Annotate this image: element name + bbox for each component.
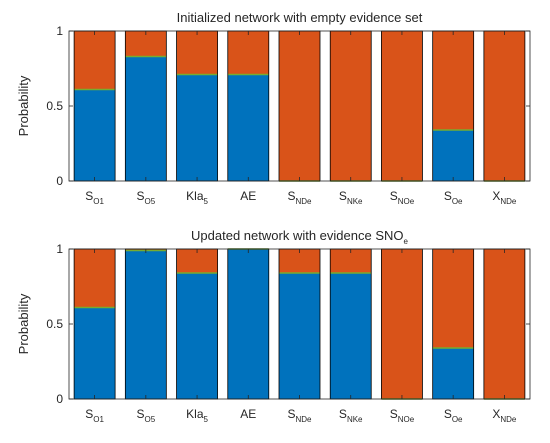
- x-tick-label: SOe: [444, 189, 463, 206]
- x-tick-label: XNDe: [492, 189, 517, 206]
- bar-complement-1-5: [279, 31, 320, 181]
- chart-panel-2: SO1 SO5 Kla5 AE SNDe SNKe SNOe SOe XNDe 0 0.5 1 Prob…: [16, 228, 531, 424]
- bar-complement-1-1: [74, 31, 116, 90]
- x-tick-label: SOe: [444, 407, 463, 424]
- bar-value-2-6: [330, 273, 372, 399]
- bar-value-1-4: [227, 74, 269, 181]
- bar-value-1-3: [176, 74, 218, 181]
- y-tick-label: 1: [56, 242, 63, 256]
- bar-complement-1-3: [176, 31, 218, 75]
- bar-value-1-1: [74, 89, 116, 181]
- x-tick-label: SO1: [85, 189, 104, 206]
- y-axis-label: Probability: [16, 75, 31, 136]
- y-tick-label: 1: [56, 24, 63, 38]
- y-tick-label: 0: [56, 174, 63, 188]
- x-tick-label: Kla5: [186, 407, 208, 424]
- bar-value-2-4: [227, 249, 269, 399]
- x-tick-label: AE: [240, 407, 256, 421]
- bar-value-1-2: [125, 56, 167, 181]
- x-tick-label: SO1: [85, 407, 104, 424]
- x-tick-label: SO5: [136, 407, 155, 424]
- bar-complement-1-7: [381, 31, 423, 181]
- x-tick-label: SO5: [136, 189, 155, 206]
- bar-complement-1-9: [483, 31, 525, 181]
- y-axis-label: Probability: [16, 293, 31, 354]
- y-tick-label: 0: [56, 392, 63, 406]
- x-tick-label: SNDe: [287, 189, 312, 206]
- bar-complement-1-6: [330, 31, 372, 181]
- y-tick-label: 0.5: [46, 317, 63, 331]
- x-tick-label: Kla5: [186, 189, 208, 206]
- bar-value-2-5: [279, 273, 320, 399]
- bar-complement-1-8: [432, 31, 474, 130]
- chart-panel-1: SO1 SO5 Kla5 AE SNDe SNKe SNOe SOe XNDe 0 0.5 1 Prob…: [16, 10, 531, 206]
- x-tick-label: XNDe: [492, 407, 517, 424]
- bar-value-1-8: [432, 130, 474, 181]
- x-tick-label: SNOe: [390, 407, 415, 424]
- bar-complement-2-1: [74, 249, 116, 308]
- x-tick-label: SNOe: [390, 189, 415, 206]
- x-tick-label: SNKe: [339, 407, 363, 424]
- bar-complement-2-8: [432, 249, 474, 348]
- bar-complement-2-7: [381, 249, 423, 399]
- bar-value-2-2: [125, 250, 167, 399]
- x-tick-label: AE: [240, 189, 256, 203]
- chart-title: Initialized network with empty evidence …: [177, 10, 423, 25]
- bar-complement-1-4: [227, 31, 269, 75]
- x-tick-label: SNKe: [339, 189, 363, 206]
- bar-complement-2-9: [483, 249, 525, 399]
- x-tick-label: SNDe: [287, 407, 312, 424]
- bar-complement-1-2: [125, 31, 167, 57]
- bar-value-2-1: [74, 307, 116, 399]
- chart-title: Updated network with evidence SNOe: [191, 228, 408, 246]
- y-tick-label: 0.5: [46, 99, 63, 113]
- bar-value-2-8: [432, 348, 474, 399]
- bar-value-2-3: [176, 273, 218, 399]
